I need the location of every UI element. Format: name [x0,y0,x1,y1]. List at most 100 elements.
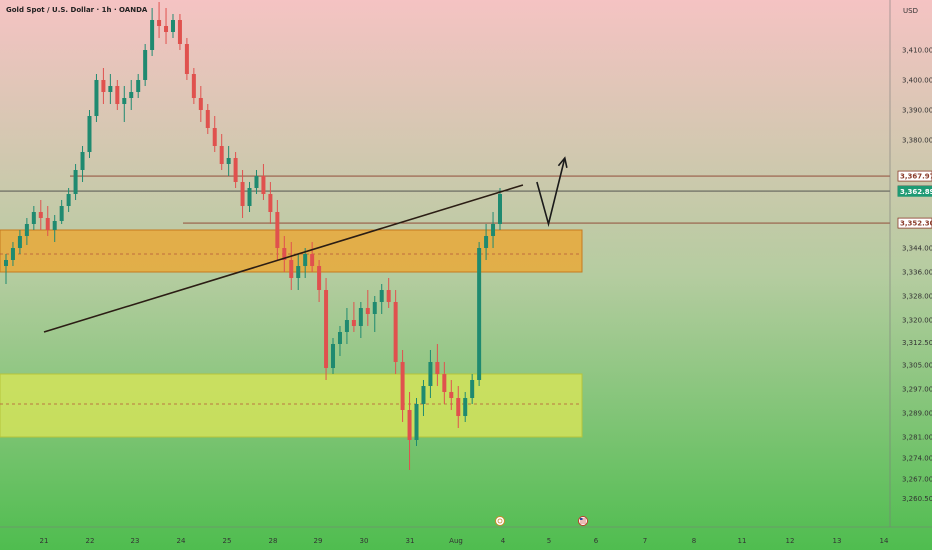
candle-body [310,254,315,266]
candle-body [456,398,461,416]
time-tick-label: 8 [692,537,696,545]
candle-body [268,194,273,212]
candle-body [150,20,155,50]
price-tick-label: 3,336.000 [902,269,932,277]
time-tick-label: 7 [643,537,647,545]
price-label: 3,367.976 [900,173,932,181]
candle-body [428,362,433,386]
candle-body [477,248,482,380]
candle-body [24,224,29,236]
price-tick-label: 3,281.000 [902,434,932,442]
price-tick-label: 3,267.000 [902,476,932,484]
candle-body [136,80,141,92]
candle-body [212,128,217,146]
time-tick-label: 13 [833,537,842,545]
us-flag-icon[interactable] [578,516,588,526]
time-tick-label: 29 [314,537,323,545]
time-tick-label: 14 [880,537,889,545]
time-tick-label: Aug [449,537,463,545]
candle-body [240,182,245,206]
candle-body [303,254,308,266]
levels-layer [0,175,890,224]
price-tick-label: 3,274.000 [902,455,932,463]
time-tick-label: 31 [406,537,415,545]
candle-body [365,308,370,314]
candle-body [435,362,440,374]
candle-body [289,260,294,278]
candle-body [87,116,92,152]
trendline[interactable] [43,184,524,333]
candle-body [421,386,426,404]
dividend-icon[interactable] [495,516,505,526]
candle-body [261,176,266,194]
candle-body [351,320,356,326]
price-tick-label: 3,410.000 [902,47,932,55]
time-tick-label: 30 [360,537,369,545]
price-tick-label: 3,400.000 [902,77,932,85]
candle-body [275,212,280,248]
candle-body [4,260,8,266]
candle-body [80,152,85,170]
price-label-box [897,217,932,229]
candle-body [491,224,496,236]
candle-body [177,20,182,44]
candle-body [407,410,412,440]
candle-body [331,344,336,368]
price-tick-label: 3,380.000 [902,137,932,145]
candle-body [470,380,475,398]
candle-body [10,248,15,260]
candle-body [324,290,329,368]
support-zone [0,373,583,438]
time-tick-label: 5 [547,537,551,545]
price-tick-label: 3,260.500 [902,495,932,503]
candle-body [59,206,64,221]
candle-body [254,176,259,188]
time-axis[interactable]: 21 22 23 24 25 28 29 30 31 Aug 4 5 6 7 8 11 12 13 14 [0,516,932,546]
projection-arrowhead [557,156,568,168]
candle-body [101,80,106,92]
time-tick-label: 6 [594,537,599,545]
candle-body [317,266,322,290]
projection-path[interactable] [536,157,566,228]
candle-body [372,302,377,314]
time-tick-label: 12 [786,537,795,545]
candle-body [164,26,169,32]
candle-body [379,290,384,302]
candle-body [66,194,71,206]
candle-body [129,92,134,98]
time-tick-label: 21 [40,537,49,545]
candle-body [463,398,468,416]
candle-body [31,212,36,224]
time-tick-label: 4 [501,537,506,545]
price-axis[interactable]: 3,410.000 3,400.000 3,390.000 3,380.000 3,34… [889,0,932,527]
candle-body [442,374,447,392]
price-tick-label: 3,344.000 [902,245,932,253]
price-label-box [897,185,932,197]
candle-body [449,392,454,398]
candle-body [122,98,127,104]
candle-body [52,221,57,230]
time-tick-label: 25 [223,537,232,545]
price-tick-label: 3,312.500 [902,339,932,347]
candle-body [414,404,419,440]
price-tick-label: 3,297.000 [902,386,932,394]
candles-layer [4,2,502,470]
candle-body [108,86,113,92]
candle-body [296,266,301,278]
price-tick-label: 3,328.000 [902,293,932,301]
candle-body [393,302,398,362]
candle-body [157,20,162,26]
time-tick-label: 24 [177,537,186,545]
price-label: 3,352.301 [900,220,932,228]
candle-body [337,332,342,344]
candle-body [170,20,175,32]
chart-title: Gold Spot / U.S. Dollar · 1h · OANDA [6,6,148,14]
candle-body [400,362,405,410]
candle-body [17,236,22,248]
candle-body [94,80,99,116]
candle-body [38,212,43,218]
candle-body [45,218,50,230]
